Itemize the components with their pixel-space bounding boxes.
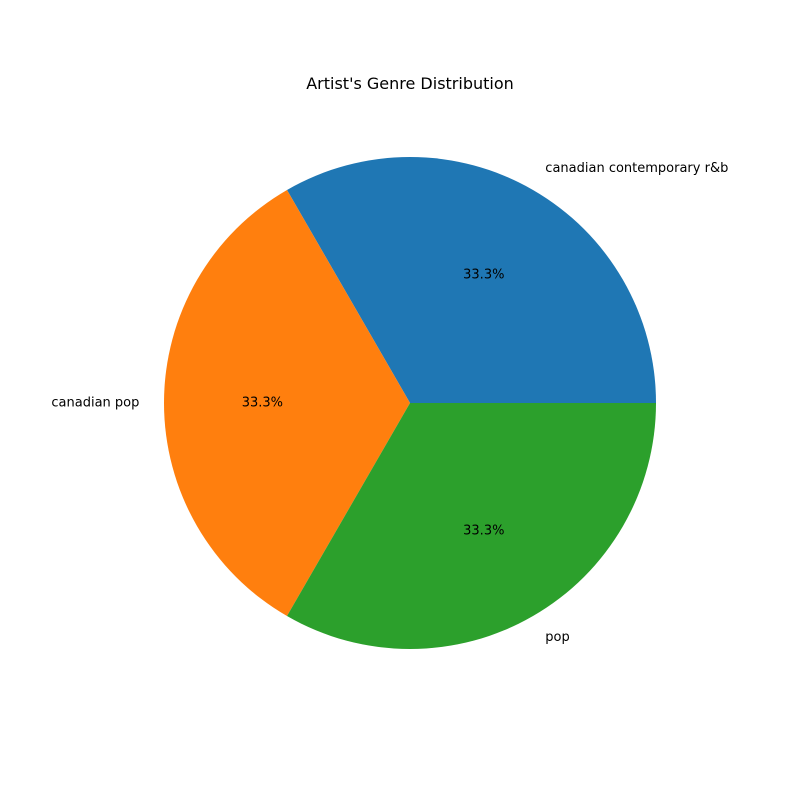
slice-percent-pop: 33.3% bbox=[463, 523, 504, 538]
pie-slice-pop bbox=[287, 403, 656, 649]
pie-slices bbox=[164, 157, 656, 649]
pie-labels: canadian contemporary r&b 33.3% canadian p… bbox=[51, 161, 728, 645]
slice-label-pop: pop bbox=[545, 630, 569, 645]
slice-percent-canadian-pop: 33.3% bbox=[242, 396, 283, 411]
chart-title: Artist's Genre Distribution bbox=[306, 74, 514, 93]
slice-percent-canadian-contemporary-r-b: 33.3% bbox=[463, 268, 504, 283]
slice-label-canadian-contemporary-r-b: canadian contemporary r&b bbox=[545, 161, 728, 176]
pie-slice-canadian-contemporary-r-b bbox=[287, 157, 656, 403]
slice-label-canadian-pop: canadian pop bbox=[51, 396, 139, 411]
